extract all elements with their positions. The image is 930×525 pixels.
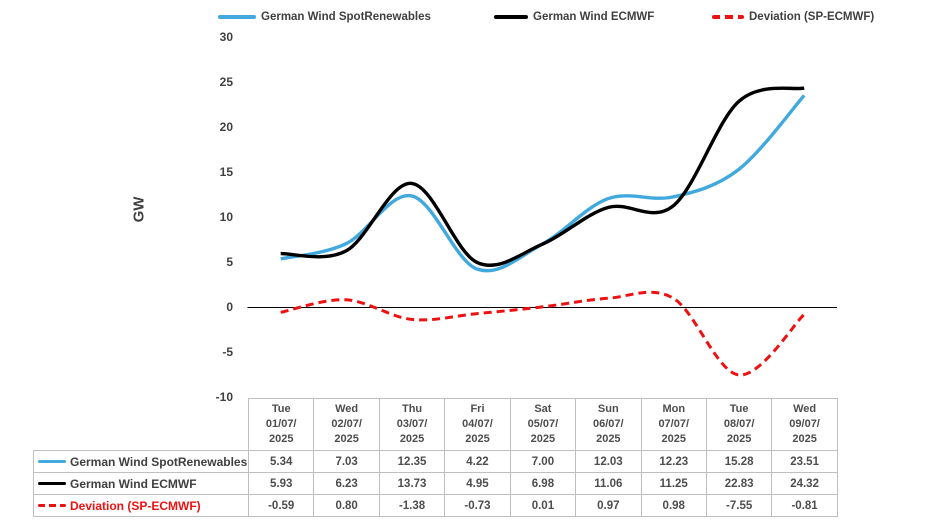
table-value-cell: 0.80 [313,494,380,517]
table-value-cell: 0.01 [509,494,577,517]
series-name: German Wind SpotRenewables [70,454,248,469]
table-value-cell: 4.22 [444,450,511,473]
table-value-cell: 11.06 [575,472,642,495]
table-value-cell: -0.81 [771,494,838,517]
table-value-cell: 13.73 [378,472,446,495]
table-value-cell: 0.97 [575,494,642,517]
line-swatch-icon [38,481,66,486]
table-date-header: Sat 05/07/2025 [509,398,577,451]
series-line [280,86,805,267]
table-row: Deviation (SP-ECMWF) -0.59 0.80 -1.38 -0.73 0… [33,494,838,517]
table-row-label: German Wind SpotRenewables [33,450,249,473]
table-value-cell: 11.25 [640,472,707,495]
series-name: Deviation (SP-ECMWF) [70,498,201,513]
legend-item: Deviation (SP-ECMWF) [712,11,874,23]
legend-item: German Wind SpotRenewables [218,11,431,23]
table-date-header: Tue 08/07/2025 [705,398,773,451]
legend-label: German Wind SpotRenewables [261,11,431,23]
table-corner-cell [34,399,249,451]
dashed-line-swatch-icon [712,15,744,19]
y-tick-label: -10 [215,390,233,404]
data-table: Tue 01/07/2025 Wed 02/07/2025 Thu 03/07/2025 F… [33,398,838,517]
table-value-cell: 6.23 [313,472,380,495]
table-value-cell: 12.35 [378,450,446,473]
table-value-cell: 7.00 [509,450,577,473]
table-value-cell: -7.55 [705,494,773,517]
y-tick-label: 15 [219,165,233,179]
table-date-header: Mon 07/07/2025 [640,398,707,451]
table-date-header: Tue 01/07/2025 [247,398,315,451]
table-row-label: Deviation (SP-ECMWF) [33,494,249,517]
table-value-cell: 22.83 [705,472,773,495]
table-value-cell: 5.93 [247,472,315,495]
legend-item: German Wind ECMWF [494,11,654,23]
table-value-cell: 0.98 [640,494,707,517]
table-row: German Wind SpotRenewables 5.34 7.03 12.35 4… [33,450,838,473]
table-value-cell: 4.95 [444,472,511,495]
table-value-cell: 6.98 [509,472,577,495]
table-date-header: Fri 04/07/2025 [444,398,511,451]
line-swatch-icon [38,459,66,464]
y-tick-label: 0 [226,300,233,314]
table-row-label: German Wind ECMWF [33,472,249,495]
table-value-cell: 24.32 [771,472,838,495]
y-tick-label: 30 [219,30,233,44]
table-value-cell: -0.59 [247,494,315,517]
y-tick-label: 10 [219,210,233,224]
y-tick-label: -5 [222,345,233,359]
table-value-cell: 5.34 [247,450,315,473]
table-value-cell: 12.23 [640,450,707,473]
table-date-header: Wed 09/07/2025 [771,398,838,451]
table-value-cell: 15.28 [705,450,773,473]
table-value-cell: -1.38 [378,494,446,517]
y-tick-label: 5 [226,255,233,269]
table-value-cell: 12.03 [575,450,642,473]
table-value-cell: -0.73 [444,494,511,517]
dashed-line-swatch-icon [38,503,66,508]
legend-label: Deviation (SP-ECMWF) [749,11,875,23]
series-line [280,290,806,377]
legend-label: German Wind ECMWF [533,11,655,23]
y-tick-label: 25 [219,75,233,89]
table-value-cell: 7.03 [313,450,380,473]
series-name: German Wind ECMWF [70,476,197,491]
table-date-header: Wed 02/07/2025 [313,398,380,451]
table-value-cell: 23.51 [771,450,838,473]
table-date-header: Sun 06/07/2025 [575,398,642,451]
line-swatch-icon [218,15,256,19]
line-swatch-icon [494,15,528,19]
line-plot [247,86,837,377]
table-date-header: Thu 03/07/2025 [378,398,446,451]
y-tick-label: 20 [219,120,233,134]
table-row: German Wind ECMWF 5.93 6.23 13.73 4.95 6.98 11… [33,472,838,495]
